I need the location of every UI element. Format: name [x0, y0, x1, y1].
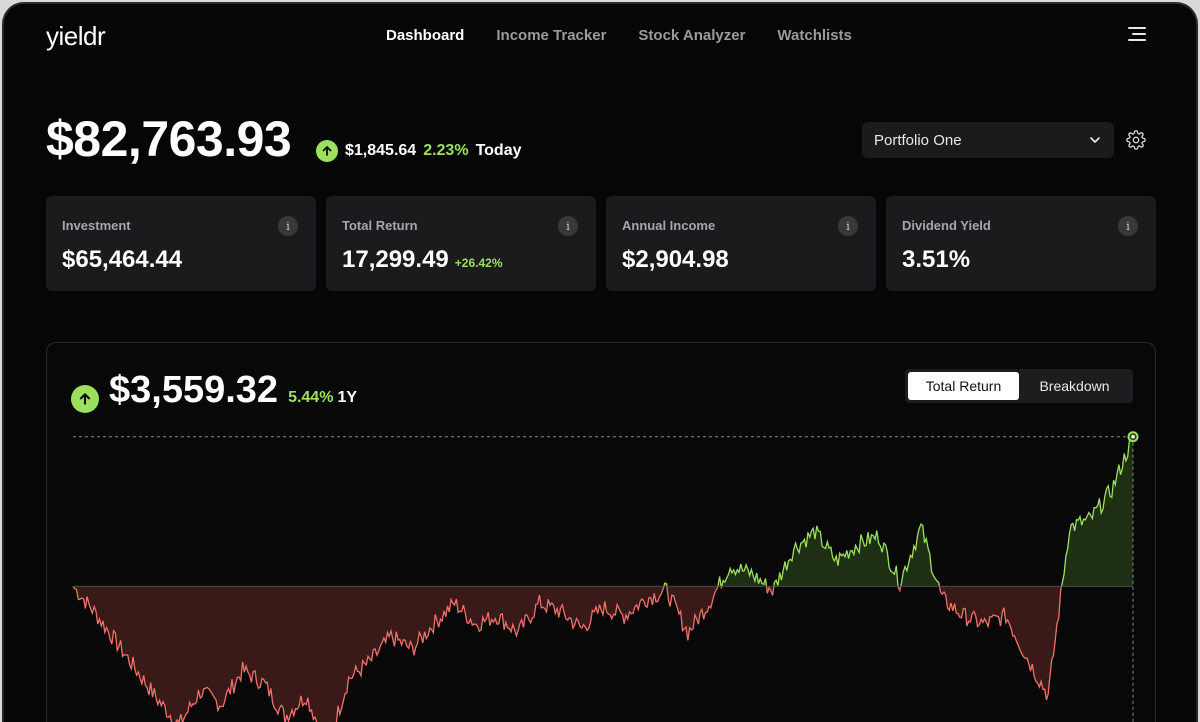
- logo[interactable]: yieldr: [46, 21, 106, 51]
- loss-area: [666, 586, 718, 641]
- stat-card-value: $65,464.44: [62, 246, 183, 273]
- stat-card-value: $2,904.98: [622, 246, 729, 273]
- nav-dashboard[interactable]: Dashboard: [386, 27, 465, 44]
- gain-line: [773, 525, 899, 587]
- gain-line: [717, 576, 722, 587]
- stat-card-value: 17,299.49 +26.42%: [342, 246, 503, 273]
- info-icon[interactable]: i: [838, 216, 858, 236]
- arrow-up-icon: [71, 385, 99, 413]
- stat-card-annual-income: Annual Income i $2,904.98: [606, 196, 876, 291]
- arrow-up-icon: [316, 140, 338, 162]
- gear-icon[interactable]: [1126, 130, 1146, 150]
- return-chart: [72, 431, 1139, 722]
- gain-line: [1060, 434, 1134, 587]
- stat-card-label: Annual Income: [622, 218, 716, 233]
- nav-watchlists[interactable]: Watchlists: [777, 27, 852, 44]
- stat-card-dividend-yield: Dividend Yield i 3.51%: [886, 196, 1156, 291]
- tab-total-return[interactable]: Total Return: [908, 372, 1019, 400]
- today-change-amount: $1,845.64: [345, 142, 417, 159]
- portfolio-select-value: Portfolio One: [874, 131, 962, 149]
- stat-card-label: Dividend Yield: [902, 218, 991, 233]
- return-chart-panel: $3,559.32 5.44% 1Y Total Return Breakdow…: [46, 342, 1156, 722]
- nav-links: Dashboard Income Tracker Stock Analyzer …: [386, 27, 852, 44]
- info-icon[interactable]: i: [1118, 216, 1138, 236]
- today-change: $1,845.64 2.23% Today: [316, 140, 522, 162]
- gain-line: [900, 523, 941, 587]
- loss-area: [73, 586, 664, 722]
- loss-line: [938, 586, 1063, 701]
- loss-line: [765, 586, 775, 596]
- portfolio-total-value: $82,763.93: [46, 111, 292, 167]
- gain-line: [663, 582, 668, 587]
- stat-card-total-return: Total Return i 17,299.49 +26.42%: [326, 196, 596, 291]
- chart-view-toggle: Total Return Breakdown: [905, 369, 1133, 403]
- chevron-down-icon: [1090, 137, 1100, 143]
- info-icon[interactable]: i: [558, 216, 578, 236]
- stat-card-investment: Investment i $65,464.44: [46, 196, 316, 291]
- top-nav: yieldr Dashboard Income Tracker Stock An…: [4, 4, 1196, 68]
- tab-breakdown[interactable]: Breakdown: [1039, 378, 1110, 394]
- hamburger-icon[interactable]: [1128, 26, 1146, 42]
- loss-line: [72, 585, 665, 722]
- stat-card-label: Total Return: [342, 218, 418, 233]
- gain-area: [900, 524, 940, 587]
- info-icon[interactable]: i: [278, 216, 298, 236]
- nav-stock-analyzer[interactable]: Stock Analyzer: [638, 27, 746, 44]
- portfolio-select[interactable]: Portfolio One: [862, 122, 1114, 158]
- return-value: $3,559.32: [109, 369, 279, 411]
- today-label: Today: [475, 142, 522, 159]
- gain-area: [1061, 435, 1133, 587]
- stat-card-value: 3.51%: [902, 246, 971, 273]
- loss-line: [666, 586, 719, 641]
- return-period: 1Y: [337, 389, 358, 406]
- gain-line: [721, 562, 768, 587]
- loss-line: [720, 586, 723, 589]
- stat-card-sub: +26.42%: [454, 256, 503, 270]
- current-point-center: [1131, 434, 1135, 439]
- nav-income-tracker[interactable]: Income Tracker: [496, 27, 607, 44]
- today-change-pct: 2.23%: [423, 142, 469, 159]
- stat-card-label: Investment: [62, 218, 131, 233]
- return-pct: 5.44%: [288, 389, 334, 406]
- loss-area: [939, 586, 1062, 700]
- return-summary: $3,559.32 5.44% 1Y: [71, 369, 358, 413]
